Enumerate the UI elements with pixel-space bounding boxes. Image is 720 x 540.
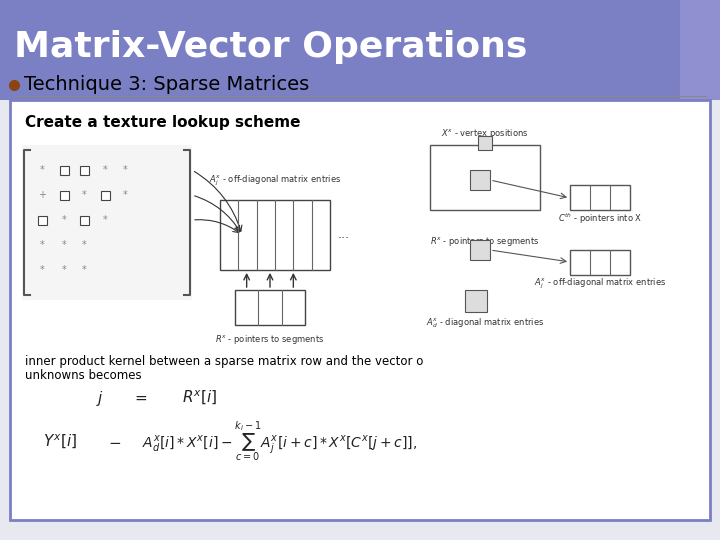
Text: $R^x$ - pointers to segments: $R^x$ - pointers to segments — [215, 333, 325, 346]
Text: *: * — [103, 215, 107, 225]
Bar — [79, 215, 89, 225]
Text: *: * — [40, 165, 45, 175]
Text: inner product kernel between a sparse matrix row and the vector o: inner product kernel between a sparse ma… — [25, 355, 423, 368]
Text: $=$: $=$ — [132, 391, 148, 405]
Text: ...: ... — [338, 228, 350, 241]
Bar — [235, 290, 305, 325]
Text: $X^x$ - vertex positions: $X^x$ - vertex positions — [441, 127, 528, 140]
Text: *: * — [40, 265, 45, 275]
Bar — [470, 240, 490, 260]
Text: *: * — [62, 265, 66, 275]
Bar — [430, 145, 540, 210]
Bar — [37, 215, 47, 225]
Bar — [570, 250, 630, 275]
Bar — [570, 185, 630, 210]
Text: Technique 3: Sparse Matrices: Technique 3: Sparse Matrices — [24, 76, 310, 94]
Bar — [470, 170, 490, 190]
Bar — [60, 191, 68, 199]
Text: Matrix-Vector Operations: Matrix-Vector Operations — [14, 30, 527, 64]
Text: *: * — [81, 240, 86, 250]
Text: $R^x$ - pointers to segments: $R^x$ - pointers to segments — [430, 235, 539, 248]
Text: Create a texture lookup scheme: Create a texture lookup scheme — [25, 115, 300, 130]
Bar — [79, 165, 89, 174]
Bar — [680, 0, 720, 100]
Text: *: * — [81, 190, 86, 200]
Bar — [22, 145, 192, 300]
Bar — [10, 100, 710, 520]
Text: $-$: $-$ — [109, 435, 122, 449]
Text: $A_d^x$ - diagonal matrix entries: $A_d^x$ - diagonal matrix entries — [426, 316, 544, 329]
Text: $C^{th}$ - pointers into X: $C^{th}$ - pointers into X — [558, 212, 642, 226]
Text: *: * — [103, 165, 107, 175]
Text: *: * — [122, 165, 127, 175]
Text: $R^x[i]$: $R^x[i]$ — [182, 389, 217, 407]
Bar — [465, 290, 487, 312]
Bar — [0, 0, 720, 100]
Text: $j$: $j$ — [96, 388, 104, 408]
Bar — [220, 200, 330, 270]
Bar — [60, 165, 68, 174]
Bar — [478, 136, 492, 150]
Text: $A_j^x$ - off-diagonal matrix entries: $A_j^x$ - off-diagonal matrix entries — [209, 174, 341, 188]
Text: $A_j^x$ - off-diagonal matrix entries: $A_j^x$ - off-diagonal matrix entries — [534, 277, 666, 291]
Text: $A^x_d[i] * X^x[i] - \sum_{c=0}^{k_i-1} A^x_j[i+c] * X^x[C^x[j+c]],$: $A^x_d[i] * X^x[i] - \sum_{c=0}^{k_i-1} … — [143, 420, 418, 464]
Text: +: + — [38, 190, 46, 200]
Text: *: * — [81, 265, 86, 275]
Text: $Y^x[i]$: $Y^x[i]$ — [43, 433, 77, 451]
Text: *: * — [122, 190, 127, 200]
Text: *: * — [62, 215, 66, 225]
Bar — [101, 191, 109, 199]
Text: *: * — [40, 240, 45, 250]
Text: *: * — [62, 240, 66, 250]
Text: unknowns becomes: unknowns becomes — [25, 369, 142, 382]
